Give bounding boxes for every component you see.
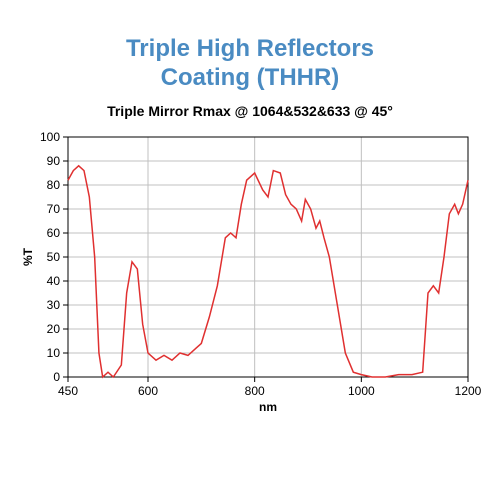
- svg-text:40: 40: [46, 274, 60, 288]
- svg-text:600: 600: [137, 384, 157, 398]
- svg-text:%T: %T: [21, 247, 35, 266]
- svg-text:450: 450: [57, 384, 77, 398]
- svg-text:50: 50: [46, 250, 60, 264]
- svg-text:800: 800: [244, 384, 264, 398]
- svg-text:60: 60: [46, 226, 60, 240]
- svg-text:1200: 1200: [454, 384, 481, 398]
- transmission-chart: 0 10 20 30 40 50 60 70 80 90 100 450 600 800 1000 1200 n…: [18, 127, 483, 417]
- title-line-2: Coating (THHR): [126, 64, 374, 93]
- svg-text:30: 30: [46, 298, 60, 312]
- title-line-1: Triple High Reflectors: [126, 35, 374, 64]
- svg-text:80: 80: [46, 178, 60, 192]
- page-title: Triple High Reflectors Coating (THHR): [126, 35, 374, 93]
- svg-text:90: 90: [46, 154, 60, 168]
- chart-subtitle: Triple Mirror Rmax @ 1064&532&633 @ 45°: [107, 103, 393, 119]
- svg-text:nm: nm: [259, 400, 277, 414]
- svg-text:100: 100: [39, 130, 59, 144]
- svg-text:1000: 1000: [347, 384, 374, 398]
- svg-text:20: 20: [46, 322, 60, 336]
- svg-text:70: 70: [46, 202, 60, 216]
- svg-text:0: 0: [53, 370, 60, 384]
- svg-text:10: 10: [46, 346, 60, 360]
